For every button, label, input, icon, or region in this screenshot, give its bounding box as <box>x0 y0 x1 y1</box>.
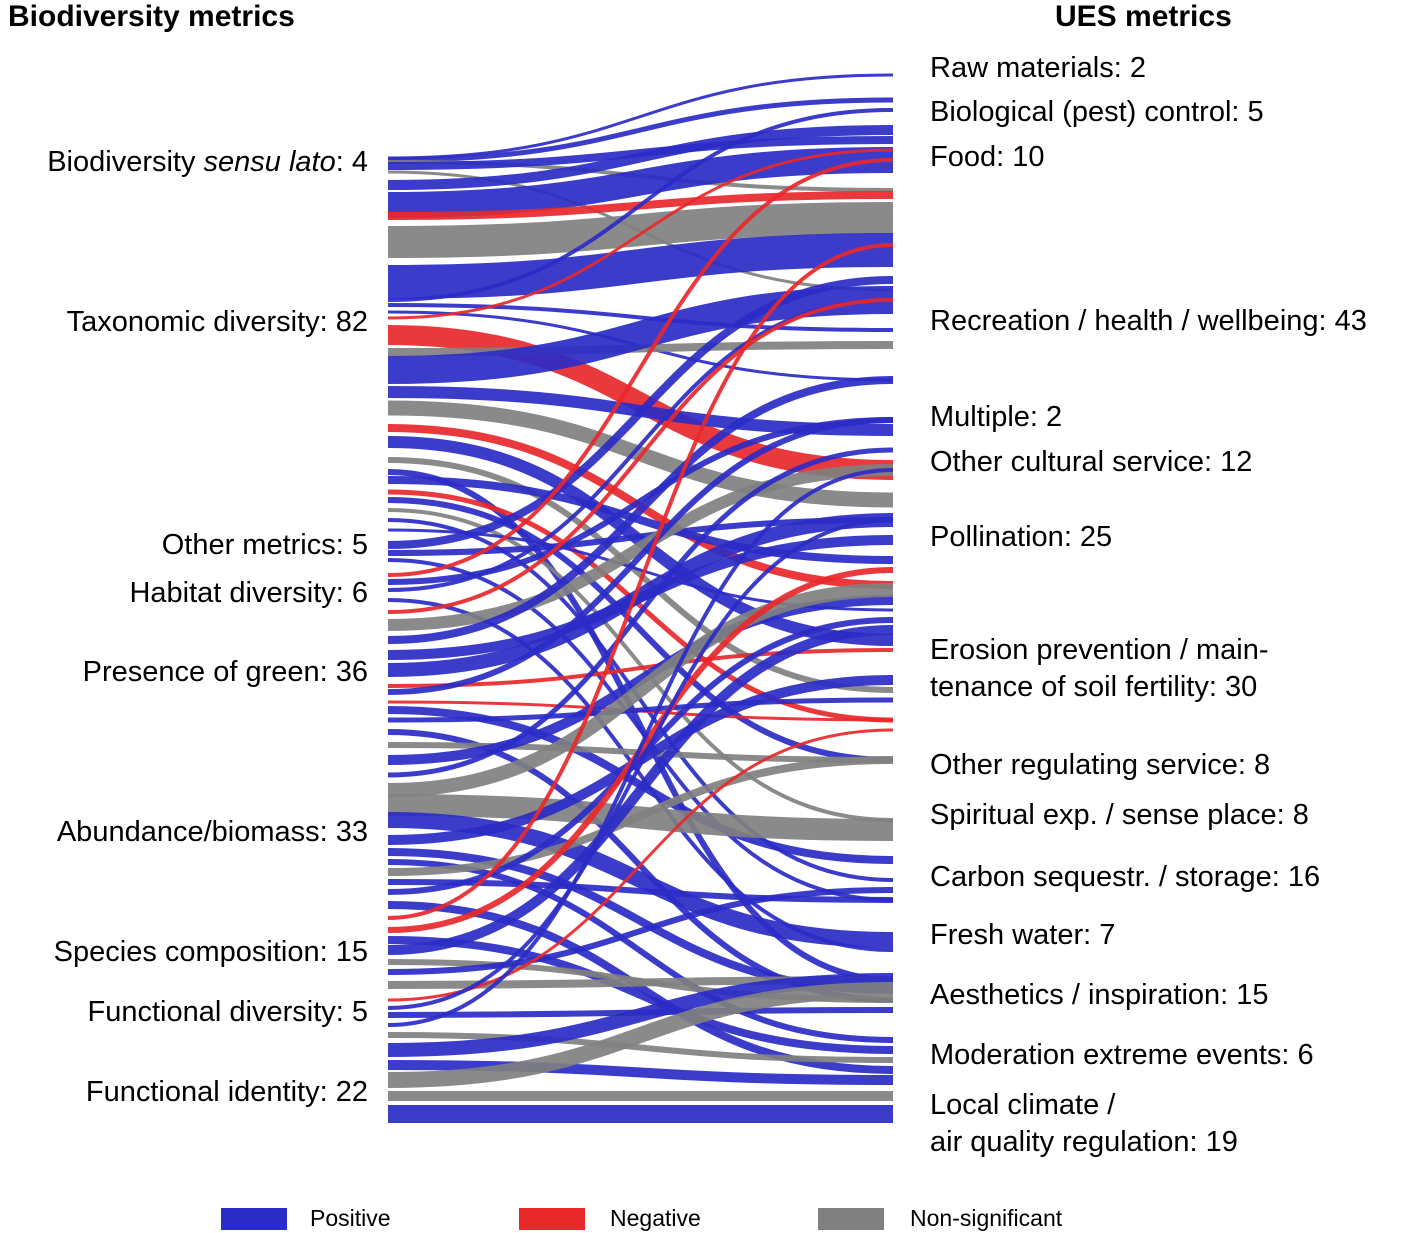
flow-band <box>387 859 894 1043</box>
flow-band <box>387 286 894 384</box>
flow-band <box>387 1032 894 1063</box>
right-label-fresh-water: Fresh water: 7 <box>930 919 1116 951</box>
right-column-header: UES metrics <box>1055 0 1232 33</box>
flow-band <box>387 303 894 332</box>
flow-band <box>387 243 894 920</box>
flow-band <box>387 108 894 302</box>
flow-band <box>387 447 894 778</box>
right-label-spiritual-experience: Spiritual exp. / sense place: 8 <box>930 799 1309 831</box>
right-label-recreation-health-wellbeing: Recreation / health / wellbeing: 43 <box>930 305 1367 337</box>
legend-label-positive: Positive <box>310 1205 391 1231</box>
flow-band <box>387 518 894 882</box>
flow-band <box>387 1060 894 1085</box>
legend-swatch-negative <box>519 1208 585 1230</box>
left-column-header: Biodiversity metrics <box>8 0 295 33</box>
right-label-erosion-prevention: Erosion prevention / main-tenance of soi… <box>930 634 1269 703</box>
right-label-pollination: Pollination: 25 <box>930 521 1113 553</box>
flow-band <box>387 936 894 1054</box>
flow-band <box>387 158 894 577</box>
left-label-functional-diversity: Functional diversity: 5 <box>87 996 368 1028</box>
flow-band <box>387 973 894 1057</box>
flow-band <box>387 276 894 549</box>
left-label-taxonomic-diversity: Taxonomic diversity: 82 <box>66 306 368 338</box>
flow-band <box>387 625 894 955</box>
flow-band <box>387 728 894 1002</box>
right-label-multiple: Multiple: 2 <box>930 401 1063 433</box>
right-label-biological-pest-control: Biological (pest) control: 5 <box>930 96 1264 128</box>
legend: Positive Negative Non-significant <box>0 1200 1401 1233</box>
left-label-functional-identity: Functional identity: 22 <box>85 1076 368 1108</box>
flow-band <box>387 125 894 190</box>
flow-band <box>387 518 894 1010</box>
left-label-biodiversity-sensu-lato: Biodiversity sensu lato: 4 <box>47 146 368 178</box>
right-label-moderation-extreme-events: Moderation extreme events: 6 <box>930 1039 1314 1071</box>
left-label-habitat-diversity: Habitat diversity: 6 <box>129 577 368 609</box>
flow-band <box>387 468 894 1027</box>
flow-band <box>387 147 894 218</box>
flow-band <box>387 887 894 975</box>
flow-band <box>387 202 894 258</box>
flow-band <box>387 558 894 902</box>
flow-band <box>387 464 894 631</box>
flow-band <box>387 513 894 677</box>
flow-band <box>387 756 894 876</box>
flow-band <box>387 489 894 723</box>
right-label-raw-materials: Raw materials: 2 <box>930 52 1146 84</box>
flow-band <box>387 97 894 163</box>
left-label-presence-of-green: Presence of green: 36 <box>82 656 368 688</box>
right-label-carbon-sequestration: Carbon sequestr. / storage: 16 <box>930 861 1321 893</box>
flow-band <box>387 982 894 1088</box>
right-label-aesthetics-inspiration: Aesthetics / inspiration: 15 <box>930 979 1269 1011</box>
flow-band <box>387 417 894 695</box>
flow-band <box>387 73 894 160</box>
right-label-other-regulating-service: Other regulating service: 8 <box>930 749 1271 781</box>
flow-band <box>387 148 894 320</box>
legend-label-negative: Negative <box>610 1205 701 1231</box>
flow-band <box>387 583 894 797</box>
flow-band <box>387 298 894 614</box>
right-label-local-climate-air-quality: Local climate / air quality regulation: 1… <box>930 1089 1238 1158</box>
left-label-other-metrics: Other metrics: 5 <box>161 529 368 561</box>
legend-swatch-non-significant <box>818 1208 884 1230</box>
flow-band <box>387 595 894 765</box>
flow-band <box>387 376 894 644</box>
legend-swatch-positive <box>221 1208 287 1230</box>
flow-band <box>387 476 894 564</box>
legend-label-non-significant: Non-significant <box>910 1205 1063 1231</box>
flow-band <box>387 457 894 693</box>
right-label-other-cultural-service: Other cultural service: 12 <box>930 446 1253 478</box>
flow-band <box>387 233 894 299</box>
flow-band <box>387 697 894 723</box>
right-label-food: Food: 10 <box>930 141 1045 173</box>
flow-band <box>387 469 894 983</box>
left-label-abundance-biomass: Abundance/biomass: 33 <box>56 816 368 848</box>
flow-band <box>387 325 894 480</box>
flow-band <box>387 617 894 895</box>
left-label-species-composition: Species composition: 15 <box>53 936 368 968</box>
